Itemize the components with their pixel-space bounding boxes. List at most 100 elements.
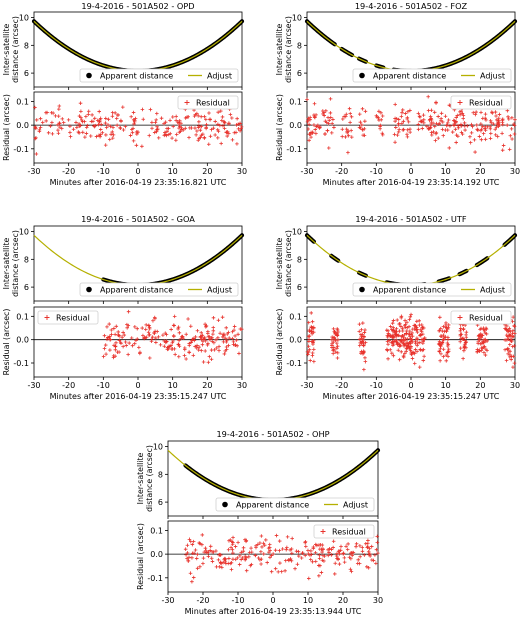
residual-point <box>135 326 140 331</box>
residual-point <box>505 123 509 127</box>
residual-point <box>203 322 207 326</box>
residual-point <box>238 554 242 558</box>
residual-point <box>387 338 392 343</box>
y-tick-label: 0.1 <box>150 526 163 535</box>
residual-point <box>419 328 423 332</box>
residual-point <box>86 109 91 114</box>
residual-point <box>177 118 182 123</box>
residual-point <box>408 108 412 113</box>
residual-point <box>407 341 412 345</box>
x-axis-label: Minutes after 2016-04-19 23:35:15.247 UT… <box>50 392 227 401</box>
residual-point <box>114 116 119 121</box>
residual-point <box>306 320 311 325</box>
residual-point <box>199 114 203 119</box>
residual-point <box>330 345 334 350</box>
residual-point <box>407 324 411 329</box>
residual-series <box>183 533 380 584</box>
residual-point <box>317 553 322 557</box>
residual-point <box>306 334 311 339</box>
residual-point <box>211 325 216 330</box>
residual-point <box>33 125 38 129</box>
residual-point <box>100 130 105 135</box>
residual-point <box>349 128 353 133</box>
residual-point <box>509 357 513 362</box>
residual-point <box>441 120 445 124</box>
residual-point <box>306 552 311 556</box>
residual-point <box>230 542 235 547</box>
residual-point <box>327 118 332 123</box>
residual-point <box>482 350 486 355</box>
residual-point <box>307 122 311 127</box>
residual-point <box>402 333 407 337</box>
y-tick-label: -0.1 <box>13 145 29 154</box>
residual-point <box>307 347 312 352</box>
residual-point <box>306 344 311 349</box>
residual-point <box>74 120 78 125</box>
residual-point <box>218 123 222 128</box>
residual-point <box>512 361 517 365</box>
residual-point <box>197 541 201 545</box>
chart-opd: 19-4-2016 - 501A502 - OPD 6 8 10 Apparent di… <box>2 1 247 187</box>
y-label-line: distance (arcsec) <box>11 230 20 297</box>
residual-point <box>216 558 221 562</box>
residual-point <box>193 335 198 339</box>
top-legend: Apparent distance Adjust <box>352 282 512 297</box>
residual-point <box>405 117 410 121</box>
residual-point <box>59 126 64 131</box>
residual-point <box>349 115 354 119</box>
residual-point <box>446 118 451 122</box>
residual-point <box>279 569 284 574</box>
residual-point <box>133 116 138 121</box>
residual-point <box>225 134 229 138</box>
residual-point <box>219 141 223 146</box>
residual-point <box>357 322 362 326</box>
residual-point <box>348 120 352 125</box>
y-tick-label: -0.1 <box>13 359 29 368</box>
residual-point <box>218 552 222 557</box>
residual-point <box>312 101 317 106</box>
residual-point <box>480 124 485 129</box>
residual-point <box>327 550 331 555</box>
residual-point <box>33 105 37 110</box>
residual-point <box>473 150 477 154</box>
residual-point <box>192 336 196 341</box>
residual-point <box>431 121 435 125</box>
residual-point <box>238 327 243 331</box>
residual-point <box>80 130 85 135</box>
residual-point <box>320 558 325 563</box>
residual-point <box>129 336 134 340</box>
residual-point <box>358 126 363 130</box>
residual-point <box>412 361 417 366</box>
residual-point <box>393 116 397 121</box>
residual-point <box>312 123 316 127</box>
residual-point <box>34 118 39 122</box>
residual-point <box>405 320 409 325</box>
residual-point <box>183 126 188 131</box>
residual-point <box>284 547 289 552</box>
residual-point <box>106 123 110 127</box>
residual-point <box>327 547 332 551</box>
residual-point <box>217 565 222 569</box>
residual-point <box>202 136 207 140</box>
residual-point <box>181 336 186 340</box>
legend-box <box>352 68 512 83</box>
y-label-line: Inter-satellite <box>2 23 11 75</box>
residual-point <box>412 323 416 328</box>
residual-point <box>188 571 193 576</box>
residual-point <box>309 135 313 139</box>
residual-point <box>405 132 409 137</box>
residual-point <box>477 333 481 338</box>
bottom-y-axis-label: Residual (arcsec) <box>136 523 145 590</box>
residual-point <box>445 350 450 355</box>
y-tick-label: 0.0 <box>16 336 29 345</box>
residual-point <box>190 338 194 343</box>
y-tick-label: -0.1 <box>286 145 302 154</box>
residual-point <box>425 124 429 129</box>
residual-point <box>488 136 493 141</box>
residual-point <box>211 316 216 320</box>
residual-point <box>227 131 231 136</box>
residual-point <box>489 120 493 125</box>
residual-point <box>46 131 51 135</box>
residual-point <box>334 332 339 337</box>
residual-point <box>162 339 167 343</box>
